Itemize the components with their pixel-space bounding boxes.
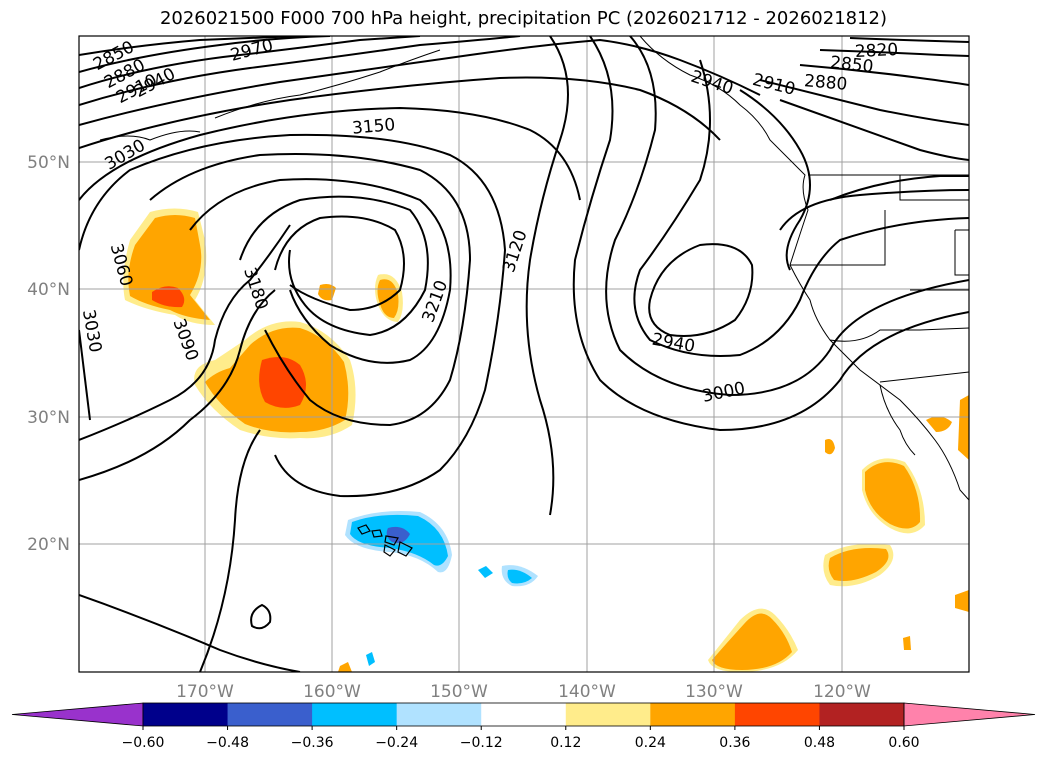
height-contours	[79, 36, 969, 672]
colorbar-extend-high	[903, 702, 1036, 727]
lat-label: 40°N	[27, 280, 70, 300]
precip-negative-hawaii	[345, 511, 538, 666]
lon-label: 170°W	[176, 682, 234, 702]
lat-label: 20°N	[27, 535, 70, 555]
lon-label: 120°W	[813, 682, 871, 702]
colorbar-segment	[734, 703, 820, 726]
map-title: 2026021500 F000 700 hPa height, precipit…	[159, 8, 888, 29]
colorbar-tick-label: 0.60	[888, 735, 919, 751]
precip-positive-central	[194, 274, 403, 439]
colorbar-outline	[142, 702, 905, 727]
colorbar-segment	[312, 703, 398, 726]
contour-label: 2820	[854, 40, 898, 62]
precip-positive-east	[338, 395, 969, 672]
lat-label: 50°N	[27, 153, 70, 173]
lon-label: 140°W	[558, 682, 616, 702]
colorbar-extend-low	[11, 702, 144, 727]
colorbar-tick-label: −0.60	[122, 735, 165, 751]
hawaii-islands	[250, 524, 413, 630]
colorbar-tick-label: −0.24	[375, 735, 418, 751]
lon-label: 150°W	[430, 682, 488, 702]
coastlines	[99, 36, 969, 501]
colorbar-segment	[819, 703, 905, 726]
colorbar-tick-label: −0.12	[460, 735, 503, 751]
map-frame	[78, 35, 970, 673]
colorbar-tick-label: −0.48	[206, 735, 249, 751]
colorbar-segment	[143, 703, 229, 726]
colorbar-tick-label: 0.24	[635, 735, 666, 751]
lon-label: 160°W	[303, 682, 361, 702]
contour-label: 2850	[829, 53, 874, 77]
colorbar-tick-label: 0.48	[804, 735, 835, 751]
colorbar-segment	[650, 703, 736, 726]
lon-label: 130°W	[685, 682, 743, 702]
precip-positive-west	[123, 208, 215, 325]
colorbar: −0.60 −0.48 −0.36 −0.24 −0.12 0.12 0.24 0.36 0.4…	[11, 702, 1036, 751]
latitude-labels: 50°N 40°N 30°N 20°N	[27, 153, 70, 555]
colorbar-tick-label: −0.36	[291, 735, 334, 751]
colorbar-tick-label: 0.36	[719, 735, 750, 751]
longitude-labels: 170°W 160°W 150°W 140°W 130°W 120°W	[176, 682, 871, 702]
lat-label: 30°N	[27, 408, 70, 428]
colorbar-segment	[565, 703, 651, 726]
colorbar-segment	[227, 703, 313, 726]
colorbar-segment	[481, 703, 567, 726]
colorbar-tick-label: 0.12	[550, 735, 581, 751]
contour-label: 2880	[803, 71, 848, 95]
colorbar-segment	[396, 703, 482, 726]
contour-label: 3150	[351, 115, 396, 139]
